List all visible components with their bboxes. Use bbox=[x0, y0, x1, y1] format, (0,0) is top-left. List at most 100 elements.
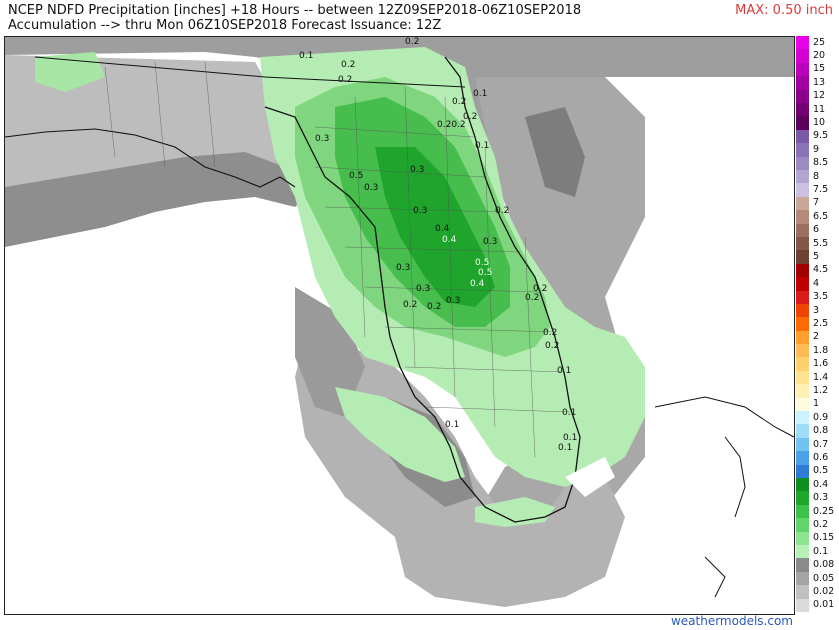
contour-label: 0.3 bbox=[446, 296, 460, 306]
legend-label: 0.4 bbox=[813, 478, 829, 490]
contour-label: 0.2 bbox=[452, 97, 466, 107]
legend-label: 8 bbox=[813, 170, 820, 182]
contour-label: 0.2 bbox=[545, 341, 559, 351]
panhandle-coastline bbox=[5, 128, 296, 188]
legend-swatch bbox=[796, 36, 809, 50]
legend-label: 3.5 bbox=[813, 291, 829, 303]
legend-label: 0.08 bbox=[813, 559, 835, 571]
contour-label: 0.20.2 bbox=[437, 120, 466, 130]
legend-swatch bbox=[796, 370, 809, 385]
legend-label: 6 bbox=[813, 224, 820, 236]
legend-label: 25 bbox=[813, 36, 826, 48]
legend-label: 11 bbox=[813, 103, 826, 115]
precipitation-map[interactable]: 0.2 0.1 0.2 0.2 0.2 0.1 0.2 0.20.2 0.1 0.3 0.3 0.5 0… bbox=[4, 36, 795, 615]
contour-label: 0.1 bbox=[557, 366, 571, 376]
contour-label: 0.2 bbox=[525, 293, 539, 303]
legend-swatch bbox=[796, 478, 809, 492]
legend-label: 7 bbox=[813, 197, 820, 209]
legend-swatch bbox=[796, 330, 809, 345]
legend-label: 15 bbox=[813, 63, 826, 75]
legend-label: 0.15 bbox=[813, 532, 835, 544]
legend-swatch bbox=[796, 531, 809, 546]
legend-swatch bbox=[796, 277, 809, 291]
legend-label: 5.5 bbox=[813, 237, 829, 249]
legend-swatch bbox=[796, 290, 809, 305]
contour-label: 0.5 bbox=[478, 268, 492, 278]
contour-label: 0.2 bbox=[463, 112, 477, 122]
legend-swatch bbox=[796, 504, 809, 519]
legend-label: 0.2 bbox=[813, 518, 829, 530]
core-green-area bbox=[375, 147, 495, 307]
legend-swatch bbox=[796, 236, 809, 251]
legend-swatch bbox=[796, 156, 809, 171]
southwest-gray bbox=[295, 287, 365, 417]
legend-label: 0.1 bbox=[813, 545, 829, 557]
legend-swatch bbox=[796, 344, 809, 358]
legend-swatch bbox=[796, 210, 809, 225]
contour-label: 0.3 bbox=[483, 237, 497, 247]
northern-land-gray bbox=[5, 37, 794, 147]
atlantic-dark-band bbox=[525, 107, 585, 197]
legend-swatch bbox=[796, 411, 809, 425]
legend-label: 0.7 bbox=[813, 438, 829, 450]
legend-swatch bbox=[796, 303, 809, 318]
panhandle-land-gray bbox=[5, 55, 305, 212]
legend-label: 1.2 bbox=[813, 384, 829, 396]
contour-label: 0.3 bbox=[396, 263, 410, 273]
legend-label: 1.8 bbox=[813, 344, 829, 356]
legend-label: 1 bbox=[813, 398, 820, 410]
legend-label: 1.6 bbox=[813, 358, 829, 370]
contour-label: 0.1 bbox=[563, 433, 577, 443]
map-title: NCEP NDFD Precipitation [inches] +18 Hou… bbox=[8, 3, 582, 18]
legend-label: 5 bbox=[813, 251, 820, 263]
legend-swatch bbox=[796, 49, 809, 64]
legend-swatch bbox=[796, 464, 809, 479]
county-lines bbox=[104, 61, 571, 458]
contour-label: 0.1 bbox=[299, 51, 313, 61]
legend-label: 7.5 bbox=[813, 184, 829, 196]
contour-label: 0.3 bbox=[315, 134, 329, 144]
legend-label: 8.5 bbox=[813, 157, 829, 169]
legend-label: 0.9 bbox=[813, 411, 829, 423]
contour-label: 0.3 bbox=[416, 284, 430, 294]
legend-swatch bbox=[796, 451, 809, 466]
contour-label: 0.4 bbox=[442, 235, 457, 245]
legend-swatch bbox=[796, 196, 809, 211]
contour-label: 0.4 bbox=[435, 224, 450, 234]
legend-swatch bbox=[796, 357, 809, 372]
max-value-label: MAX: 0.50 inch bbox=[735, 3, 833, 18]
contour-label: 0.2 bbox=[338, 75, 352, 85]
legend-swatch bbox=[796, 585, 809, 600]
legend-swatch bbox=[796, 102, 809, 117]
credit-link[interactable]: weathermodels.com bbox=[670, 614, 793, 628]
white-rain-gap bbox=[565, 457, 615, 497]
legend-label: 0.05 bbox=[813, 572, 835, 584]
contour-label: 0.3 bbox=[364, 183, 378, 193]
legend-label: 0.25 bbox=[813, 505, 835, 517]
map-canvas: 0.20.10.20.20.20.10.20.20.20.10.30.30.50… bbox=[5, 37, 794, 614]
legend-label: 12 bbox=[813, 90, 826, 102]
legend-swatch bbox=[796, 598, 809, 613]
contour-label: 0.2 bbox=[341, 60, 355, 70]
west-green-patch bbox=[335, 387, 465, 482]
contour-label: 0.2 bbox=[427, 302, 441, 312]
legend-swatch bbox=[796, 518, 809, 533]
legend-swatch bbox=[796, 76, 809, 91]
contour-label: 0.2 bbox=[403, 300, 417, 310]
contour-label: 0.4 bbox=[470, 279, 485, 289]
contour-label: 0.2 bbox=[405, 37, 419, 47]
legend-label: 4.5 bbox=[813, 264, 829, 276]
legend-swatch bbox=[796, 129, 809, 144]
legend-swatch bbox=[796, 183, 809, 198]
legend-swatch bbox=[796, 384, 809, 399]
legend-label: 6.5 bbox=[813, 210, 829, 222]
legend-label: 3 bbox=[813, 304, 820, 316]
legend-swatch bbox=[796, 545, 809, 559]
legend-swatch bbox=[796, 143, 809, 158]
contour-label: 0.1 bbox=[475, 141, 489, 151]
legend-swatch bbox=[796, 116, 809, 131]
legend-label: 0.6 bbox=[813, 451, 829, 463]
contour-label: 0.2 bbox=[495, 206, 509, 216]
contour-label: 0.5 bbox=[475, 258, 489, 268]
legend-swatch bbox=[796, 571, 809, 586]
